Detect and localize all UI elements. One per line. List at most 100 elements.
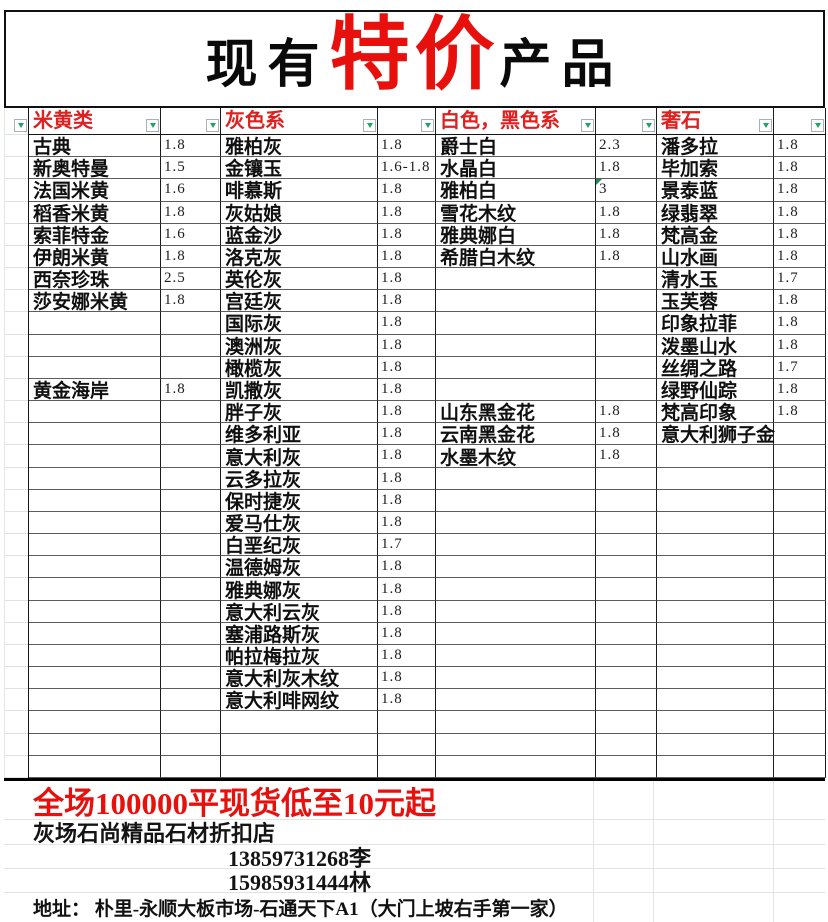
cell-product-name[interactable] — [29, 511, 161, 535]
cell-product-name[interactable]: 西奈珍珠 — [29, 268, 161, 291]
cell-price[interactable] — [774, 445, 826, 468]
gutter-cell[interactable] — [4, 489, 28, 512]
cell-product-name[interactable] — [29, 733, 161, 756]
cell-product-name[interactable]: 梵高金 — [657, 223, 774, 247]
cell-product-name[interactable] — [436, 667, 596, 690]
cell-product-name[interactable] — [657, 755, 774, 778]
cell-price[interactable]: 2.5 — [161, 268, 221, 291]
cell-price[interactable] — [596, 356, 657, 379]
cell-product-name[interactable]: 宫廷灰 — [221, 290, 378, 313]
cell-product-name[interactable] — [29, 711, 161, 734]
cell-price[interactable]: 1.8 — [378, 423, 436, 446]
gutter-cell[interactable] — [4, 356, 28, 379]
cell-price[interactable]: 3 — [596, 179, 657, 202]
cell-price[interactable] — [161, 467, 221, 490]
gutter-cell[interactable] — [4, 378, 28, 402]
cell-product-name[interactable] — [657, 445, 774, 468]
cell-product-name[interactable]: 黄金海岸 — [29, 378, 161, 402]
cell-price[interactable]: 1.8 — [596, 245, 657, 269]
cell-product-name[interactable] — [29, 578, 161, 601]
category-header-cell[interactable]: 灰色系 — [221, 108, 378, 135]
cell-product-name[interactable] — [657, 733, 774, 756]
cell-price[interactable] — [378, 733, 436, 756]
cell-price[interactable]: 1.7 — [774, 356, 826, 379]
cell-price[interactable]: 1.8 — [161, 378, 221, 402]
cell-price[interactable] — [161, 667, 221, 690]
cell-product-name[interactable]: 帕拉梅拉灰 — [221, 644, 378, 668]
cell-price[interactable] — [596, 578, 657, 601]
gutter-cell[interactable] — [4, 644, 28, 668]
cell-price[interactable] — [161, 489, 221, 512]
cell-product-name[interactable]: 新奥特曼 — [29, 157, 161, 180]
cell-product-name[interactable]: 潘多拉 — [657, 135, 774, 158]
gutter-cell[interactable] — [4, 201, 28, 224]
cell-product-name[interactable] — [29, 423, 161, 446]
cell-product-name[interactable]: 云南黑金花 — [436, 423, 596, 446]
cell-product-name[interactable]: 意大利灰 — [221, 445, 378, 469]
cell-price[interactable]: 1.8 — [378, 667, 436, 690]
cell-price[interactable] — [774, 556, 826, 579]
gutter-cell[interactable] — [4, 423, 28, 446]
gutter-cell[interactable] — [4, 733, 28, 756]
cell-price[interactable]: 1.6 — [161, 223, 221, 246]
gutter-cell[interactable] — [4, 157, 28, 180]
cell-price[interactable]: 1.8 — [774, 290, 826, 313]
price-header-cell[interactable] — [161, 108, 221, 135]
cell-product-name[interactable]: 澳洲灰 — [221, 334, 378, 358]
cell-price[interactable]: 1.8 — [378, 268, 436, 291]
cell-product-name[interactable]: 毕加索 — [657, 157, 774, 180]
cell-product-name[interactable] — [436, 511, 596, 535]
cell-product-name[interactable] — [436, 290, 596, 313]
category-header-cell[interactable]: 米黄类 — [29, 108, 161, 135]
cell-product-name[interactable] — [29, 667, 161, 690]
gutter-cell[interactable] — [4, 511, 28, 535]
cell-product-name[interactable] — [436, 534, 596, 557]
cell-product-name[interactable]: 泼墨山水 — [657, 334, 774, 358]
cell-price[interactable] — [774, 489, 826, 512]
cell-price[interactable] — [161, 578, 221, 601]
cell-product-name[interactable] — [657, 511, 774, 535]
cell-price[interactable]: 1.8 — [378, 179, 436, 202]
cell-price[interactable]: 1.8 — [774, 223, 826, 246]
gutter-cell[interactable] — [4, 135, 28, 158]
cell-price[interactable]: 1.8 — [378, 644, 436, 668]
cell-product-name[interactable] — [436, 556, 596, 579]
cell-price[interactable]: 1.8 — [596, 401, 657, 424]
cell-price[interactable]: 1.8 — [378, 600, 436, 623]
cell-price[interactable]: 1.8 — [774, 401, 826, 424]
cell-price[interactable] — [161, 356, 221, 379]
cell-price[interactable] — [774, 534, 826, 557]
cell-product-name[interactable]: 莎安娜米黄 — [29, 290, 161, 313]
cell-price[interactable]: 1.8 — [378, 622, 436, 645]
cell-product-name[interactable]: 雅典娜白 — [436, 223, 596, 247]
cell-product-name[interactable] — [436, 356, 596, 379]
cell-product-name[interactable]: 景泰蓝 — [657, 179, 774, 202]
cell-product-name[interactable] — [657, 689, 774, 712]
cell-price[interactable]: 1.8 — [378, 401, 436, 424]
price-header-cell[interactable] — [774, 108, 826, 135]
cell-price[interactable]: 1.8 — [378, 334, 436, 357]
price-header-cell[interactable] — [596, 108, 657, 135]
gutter-cell[interactable] — [4, 179, 28, 202]
gutter-cell[interactable] — [4, 108, 28, 135]
gutter-cell[interactable] — [4, 401, 28, 424]
gutter-cell[interactable] — [4, 711, 28, 734]
filter-dropdown-button[interactable] — [581, 119, 594, 132]
cell-product-name[interactable] — [436, 622, 596, 645]
cell-price[interactable] — [161, 644, 221, 668]
cell-product-name[interactable]: 山水画 — [657, 245, 774, 269]
cell-product-name[interactable] — [29, 622, 161, 645]
cell-price[interactable] — [596, 644, 657, 668]
cell-price[interactable]: 1.8 — [161, 201, 221, 224]
cell-product-name[interactable] — [29, 489, 161, 512]
cell-price[interactable]: 1.8 — [378, 467, 436, 490]
cell-product-name[interactable] — [436, 378, 596, 402]
gutter-cell[interactable] — [4, 755, 28, 778]
cell-price[interactable]: 1.8 — [378, 245, 436, 269]
cell-price[interactable] — [596, 268, 657, 291]
filter-dropdown-button[interactable] — [421, 119, 434, 132]
cell-product-name[interactable]: 灰姑娘 — [221, 201, 378, 225]
cell-product-name[interactable]: 意大利云灰 — [221, 600, 378, 624]
cell-price[interactable] — [596, 467, 657, 490]
cell-product-name[interactable]: 法国米黄 — [29, 179, 161, 202]
